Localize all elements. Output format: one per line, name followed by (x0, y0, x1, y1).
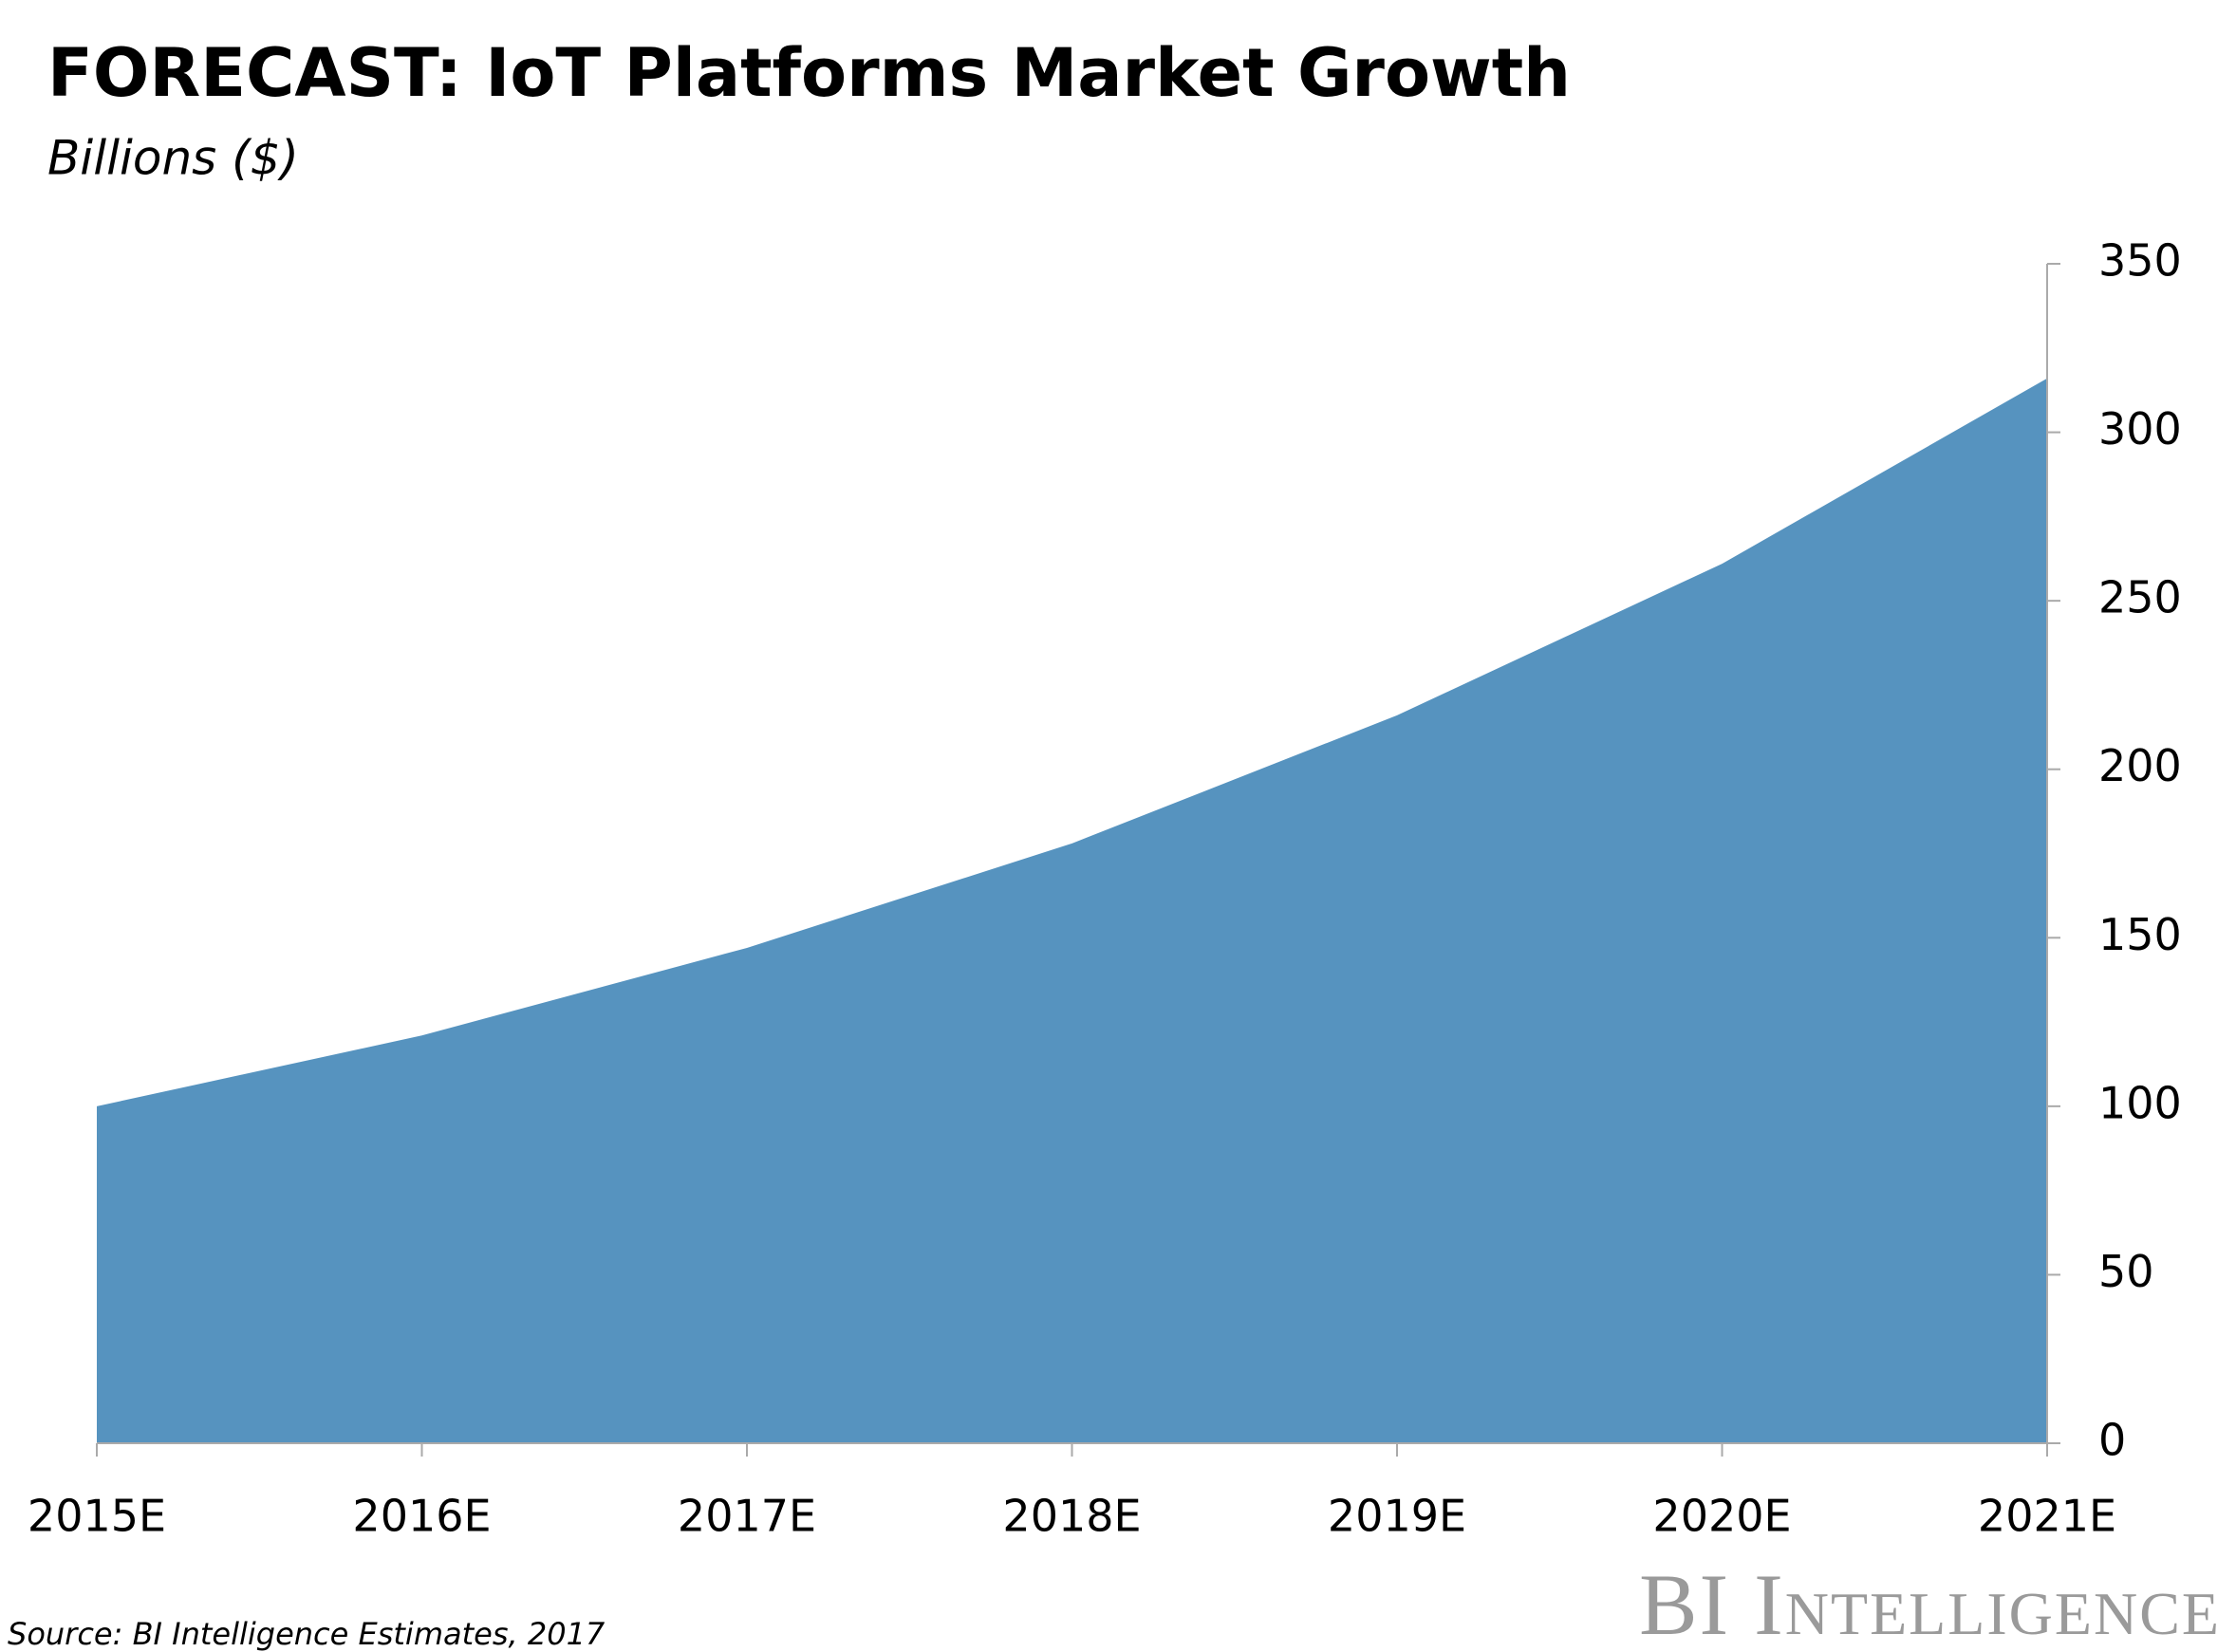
x-tick-label: 2020E (1652, 1491, 1791, 1542)
x-tick-label: 2017E (678, 1491, 816, 1542)
y-tick-label: 250 (2098, 572, 2182, 623)
chart-subtitle: Billions ($) (47, 131, 299, 186)
y-tick-label: 0 (2098, 1415, 2126, 1466)
y-tick-label: 50 (2098, 1246, 2154, 1297)
y-tick-label: 350 (2098, 235, 2182, 287)
x-tick-label: 2016E (352, 1491, 491, 1542)
x-tick-label: 2018E (1002, 1491, 1141, 1542)
y-tick-label: 100 (2098, 1077, 2182, 1128)
y-tick-label: 300 (2098, 403, 2182, 455)
x-tick-label: 2015E (28, 1491, 166, 1542)
x-tick-label: 2019E (1328, 1491, 1466, 1542)
logo: BI Intelligence (1639, 1556, 2221, 1652)
source-note: Source: BI Intelligence Estimates, 2017 (8, 1616, 606, 1652)
y-tick-label: 150 (2098, 909, 2182, 960)
y-tick-label: 200 (2098, 740, 2182, 791)
chart-title: FORECAST: IoT Platforms Market Growth (47, 34, 1571, 112)
area (97, 378, 2047, 1444)
x-tick-label: 2021E (1978, 1491, 2116, 1542)
